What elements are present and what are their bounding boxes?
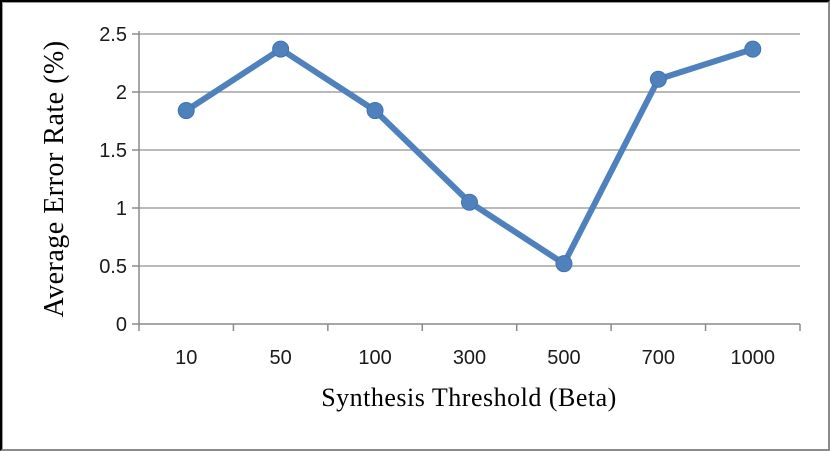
series-line xyxy=(183,46,756,267)
x-tick-label: 1000 xyxy=(731,347,776,369)
data-point xyxy=(649,70,667,88)
y-tick-label: 0 xyxy=(116,314,127,336)
data-point xyxy=(272,40,290,58)
x-tick-label: 10 xyxy=(175,347,197,369)
y-axis-title: Average Error Rate (%) xyxy=(39,40,70,318)
data-point xyxy=(177,102,195,120)
y-tick-label: 1 xyxy=(116,198,127,220)
x-tick-label: 100 xyxy=(358,347,391,369)
y-tick-label: 1.5 xyxy=(99,140,127,162)
data-point xyxy=(744,40,762,58)
x-axis-title: Synthesis Threshold (Beta) xyxy=(321,383,617,412)
data-point xyxy=(555,255,573,273)
x-tick-label: 700 xyxy=(642,347,675,369)
x-tick-label: 500 xyxy=(547,347,580,369)
x-tick-label: 50 xyxy=(270,347,292,369)
data-point xyxy=(461,193,478,211)
x-tick-label: 300 xyxy=(453,347,486,369)
y-tick-label: 0.5 xyxy=(99,256,127,278)
data-point xyxy=(366,102,384,120)
y-tick-label: 2 xyxy=(116,82,127,104)
y-tick-label: 2.5 xyxy=(99,24,127,46)
